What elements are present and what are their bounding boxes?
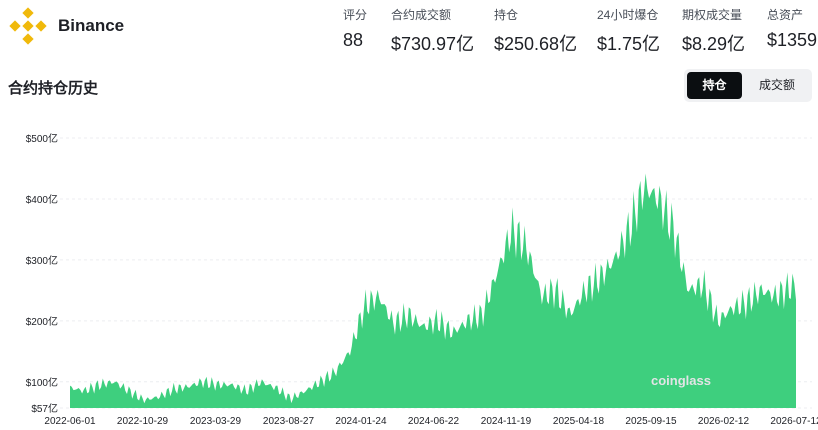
stat-label: 24小时爆仓 <box>597 8 659 22</box>
exchange-name: Binance <box>58 16 125 35</box>
stat-label: 评分 <box>343 8 368 22</box>
y-tick-label: $57亿 <box>31 402 58 415</box>
y-tick-label: $500亿 <box>26 132 58 145</box>
stat-label: 持仓 <box>494 8 519 22</box>
open-interest-history-chart: $57亿 $100亿 $200亿 $300亿 $400亿 $500亿 2022-06-01… <box>26 132 818 427</box>
stat-value: $8.29亿 <box>682 34 746 54</box>
chart-metric-toggle: 持仓 成交额 <box>684 69 812 102</box>
tab-volume[interactable]: 成交额 <box>758 78 795 92</box>
stat-value: $250.68亿 <box>494 34 578 54</box>
y-tick-label: $200亿 <box>26 315 58 328</box>
x-tick-label: 2026-02-12 <box>698 416 750 427</box>
x-tick-label: 2023-08-27 <box>263 416 315 427</box>
stat-futures-volume: 合约成交额 $730.97亿 <box>391 6 474 56</box>
x-tick-label: 2026-07-12 <box>770 416 818 427</box>
coinglass-watermark: coinglass <box>651 373 711 388</box>
exchange-header: Binance 评分 88 合约成交额 $730.97亿 持仓 $250.68亿… <box>0 0 818 60</box>
x-tick-label: 2024-01-24 <box>335 416 387 427</box>
x-tick-label: 2024-06-22 <box>408 416 460 427</box>
stat-value: $1359 <box>767 30 818 50</box>
stat-open-interest: 持仓 $250.68亿 <box>494 6 577 56</box>
x-tick-label: 2022-06-01 <box>44 416 96 427</box>
x-tick-label: 2023-03-29 <box>190 416 242 427</box>
stat-rating: 评分 88 <box>343 6 367 51</box>
x-tick-label: 2025-04-18 <box>553 416 605 427</box>
y-tick-label: $300亿 <box>26 254 58 267</box>
x-tick-label: 2025-09-15 <box>625 416 677 427</box>
tab-open-interest[interactable]: 持仓 <box>687 72 742 99</box>
stat-label: 总资产 <box>767 8 804 22</box>
stat-label: 期权成交量 <box>682 8 743 22</box>
stat-value: 88 <box>343 30 364 50</box>
open-interest-area <box>70 173 796 408</box>
section-title: 合约持仓历史 <box>8 80 99 97</box>
stat-value: $730.97亿 <box>391 34 475 54</box>
stat-options-volume: 期权成交量 $8.29亿 <box>682 6 745 56</box>
stat-value: $1.75亿 <box>597 34 661 54</box>
stat-label: 合约成交额 <box>391 8 452 22</box>
y-tick-label: $100亿 <box>26 376 58 389</box>
x-tick-label: 2024-11-19 <box>481 416 532 427</box>
x-tick-label: 2022-10-29 <box>117 416 169 427</box>
binance-logo-icon <box>9 7 47 45</box>
y-tick-label: $400亿 <box>26 193 58 206</box>
stat-total-assets: 总资产 $1359 <box>767 6 817 51</box>
stat-24h-liquidation: 24小时爆仓 $1.75亿 <box>597 6 660 56</box>
